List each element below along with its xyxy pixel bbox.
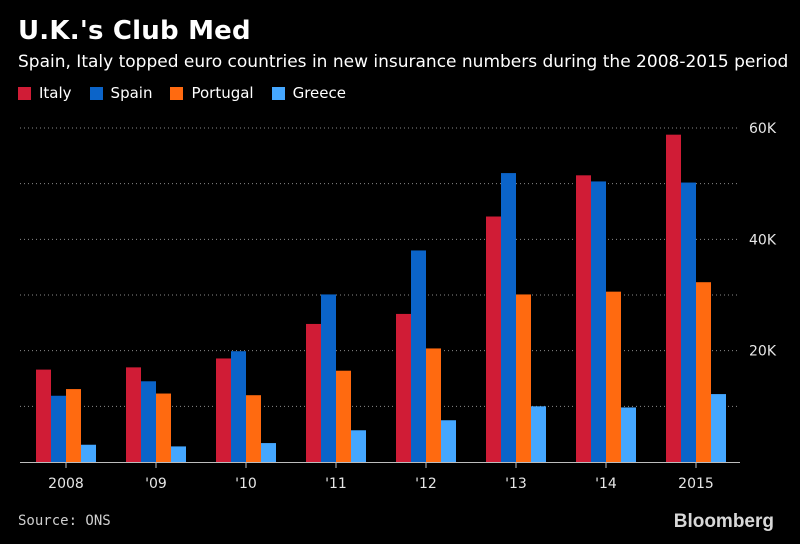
bar-italy-3 — [306, 323, 321, 462]
bar-spain-6 — [591, 181, 606, 462]
axes: 2008 '09 '10 '11 '12 '13 '14 2015 20K 40K 60K — [20, 121, 777, 492]
gridlines — [20, 127, 740, 407]
y-tick-label-2: 60K — [749, 121, 777, 137]
bar-portugal-7 — [696, 282, 711, 462]
bar-portugal-6 — [606, 291, 621, 462]
x-tick-label-7: 2015 — [678, 476, 714, 492]
bar-italy-0 — [36, 369, 51, 462]
legend-item-portugal: Portugal — [170, 84, 254, 102]
legend-label-italy: Italy — [39, 84, 72, 102]
bar-greece-5 — [531, 406, 546, 462]
bar-portugal-3 — [336, 370, 351, 462]
legend-swatch-spain — [89, 86, 103, 100]
legend-swatch-italy — [18, 86, 31, 100]
y-tick-label-0: 20K — [749, 344, 777, 360]
bar-greece-4 — [441, 420, 456, 462]
bar-portugal-4 — [426, 348, 441, 462]
bar-spain-5 — [501, 173, 516, 462]
x-tick-label-1: '09 — [145, 476, 167, 492]
x-tick-label-0: 2008 — [48, 476, 84, 492]
bar-italy-7 — [666, 134, 681, 462]
bar-portugal-2 — [246, 395, 261, 462]
legend-swatch-greece — [271, 86, 285, 100]
x-tick-label-2: '10 — [235, 476, 257, 492]
bar-greece-3 — [351, 430, 366, 462]
chart-title: U.K.'s Club Med — [18, 16, 251, 46]
legend-label-greece: Greece — [292, 84, 346, 102]
x-tick-label-3: '11 — [325, 476, 347, 492]
bar-greece-1 — [171, 446, 186, 462]
bar-portugal-0 — [66, 389, 81, 462]
bar-spain-3 — [321, 294, 336, 462]
bar-italy-6 — [576, 175, 591, 463]
bar-portugal-1 — [156, 393, 171, 462]
chart-subtitle: Spain, Italy topped euro countries in ne… — [18, 52, 789, 72]
y-tick-label-1: 40K — [749, 232, 777, 248]
bars — [36, 134, 726, 463]
bar-spain-7 — [681, 182, 696, 462]
bar-italy-2 — [216, 358, 231, 462]
bar-italy-1 — [126, 367, 141, 462]
legend-item-greece: Greece — [271, 84, 346, 102]
legend-label-spain: Spain — [110, 84, 153, 102]
bar-greece-7 — [711, 394, 726, 462]
bar-greece-6 — [621, 407, 636, 462]
bar-greece-2 — [261, 443, 276, 462]
bar-italy-5 — [486, 216, 501, 462]
bar-spain-4 — [411, 250, 426, 462]
legend-label-portugal: Portugal — [191, 84, 254, 102]
bloomberg-logo: Bloomberg — [673, 511, 774, 532]
bar-portugal-5 — [516, 294, 531, 462]
x-tick-label-6: '14 — [595, 476, 617, 492]
bar-spain-0 — [51, 395, 66, 462]
bar-spain-1 — [141, 381, 156, 462]
legend-item-italy: Italy — [18, 84, 72, 102]
source-note: Source: ONS — [18, 513, 111, 529]
x-tick-label-5: '13 — [505, 476, 527, 492]
legend-item-spain: Spain — [89, 84, 153, 102]
legend: Italy Spain Portugal Greece — [18, 84, 364, 102]
bar-greece-0 — [81, 444, 96, 462]
bar-italy-4 — [396, 313, 411, 462]
legend-swatch-portugal — [170, 86, 184, 100]
x-tick-label-4: '12 — [415, 476, 437, 492]
bar-spain-2 — [231, 351, 246, 462]
